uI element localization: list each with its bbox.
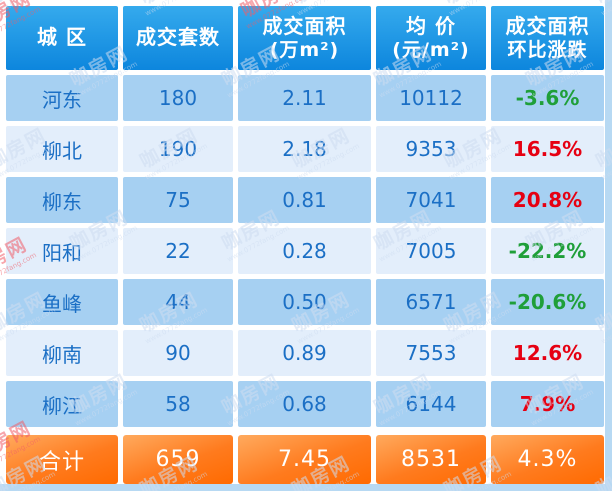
total-label: 合计: [6, 435, 118, 484]
cell-area: 2.18: [238, 126, 371, 172]
header-district: 城 区: [6, 6, 118, 70]
cell-district: 鱼峰: [6, 279, 118, 325]
cell-district: 柳江: [6, 381, 118, 427]
header-price-label: 均 价: [406, 14, 456, 38]
header-price-unit: (元/m²): [392, 38, 470, 61]
cell-price: 7553: [376, 330, 486, 376]
cell-district: 阳和: [6, 228, 118, 274]
cell-district: 柳南: [6, 330, 118, 376]
header-units: 成交套数: [123, 6, 233, 70]
cell-area: 2.11: [238, 75, 371, 121]
total-row: 合计 659 7.45 8531 4.3%: [6, 435, 604, 484]
cell-price: 6571: [376, 279, 486, 325]
cell-area: 0.81: [238, 177, 371, 223]
header-area-label: 成交面积: [262, 14, 347, 38]
cell-price: 9353: [376, 126, 486, 172]
cell-change: 7.9%: [491, 381, 604, 427]
cell-price: 7005: [376, 228, 486, 274]
cell-change: -20.6%: [491, 279, 604, 325]
cell-price: 6144: [376, 381, 486, 427]
cell-units: 58: [123, 381, 233, 427]
header-change: 成交面积 环比涨跌: [491, 6, 604, 70]
cell-price: 7041: [376, 177, 486, 223]
cell-district: 柳东: [6, 177, 118, 223]
total-area: 7.45: [238, 435, 371, 484]
cell-change: -22.2%: [491, 228, 604, 274]
cell-units: 190: [123, 126, 233, 172]
cell-units: 75: [123, 177, 233, 223]
cell-units: 22: [123, 228, 233, 274]
cell-area: 0.50: [238, 279, 371, 325]
cell-units: 44: [123, 279, 233, 325]
cell-area: 0.68: [238, 381, 371, 427]
cell-price: 10112: [376, 75, 486, 121]
header-area-unit: (万m²): [269, 38, 340, 61]
header-units-label: 成交套数: [136, 25, 220, 50]
transactions-table: 城 区 成交套数 成交面积 (万m²) 均 价 (元/m²) 成交面积 环比涨跌…: [6, 6, 604, 427]
total-units: 659: [123, 435, 233, 484]
header-district-label: 城 区: [37, 25, 87, 50]
cell-units: 90: [123, 330, 233, 376]
header-area: 成交面积 (万m²): [238, 6, 371, 70]
cell-change: -3.6%: [491, 75, 604, 121]
cell-area: 0.89: [238, 330, 371, 376]
header-change-label2: 环比涨跌: [507, 38, 588, 61]
header-change-label1: 成交面积: [505, 14, 590, 38]
cell-district: 河东: [6, 75, 118, 121]
cell-change: 12.6%: [491, 330, 604, 376]
total-change: 4.3%: [491, 435, 604, 484]
header-price: 均 价 (元/m²): [376, 6, 486, 70]
cell-units: 180: [123, 75, 233, 121]
cell-district: 柳北: [6, 126, 118, 172]
cell-area: 0.28: [238, 228, 371, 274]
cell-change: 16.5%: [491, 126, 604, 172]
total-price: 8531: [376, 435, 486, 484]
cell-change: 20.8%: [491, 177, 604, 223]
